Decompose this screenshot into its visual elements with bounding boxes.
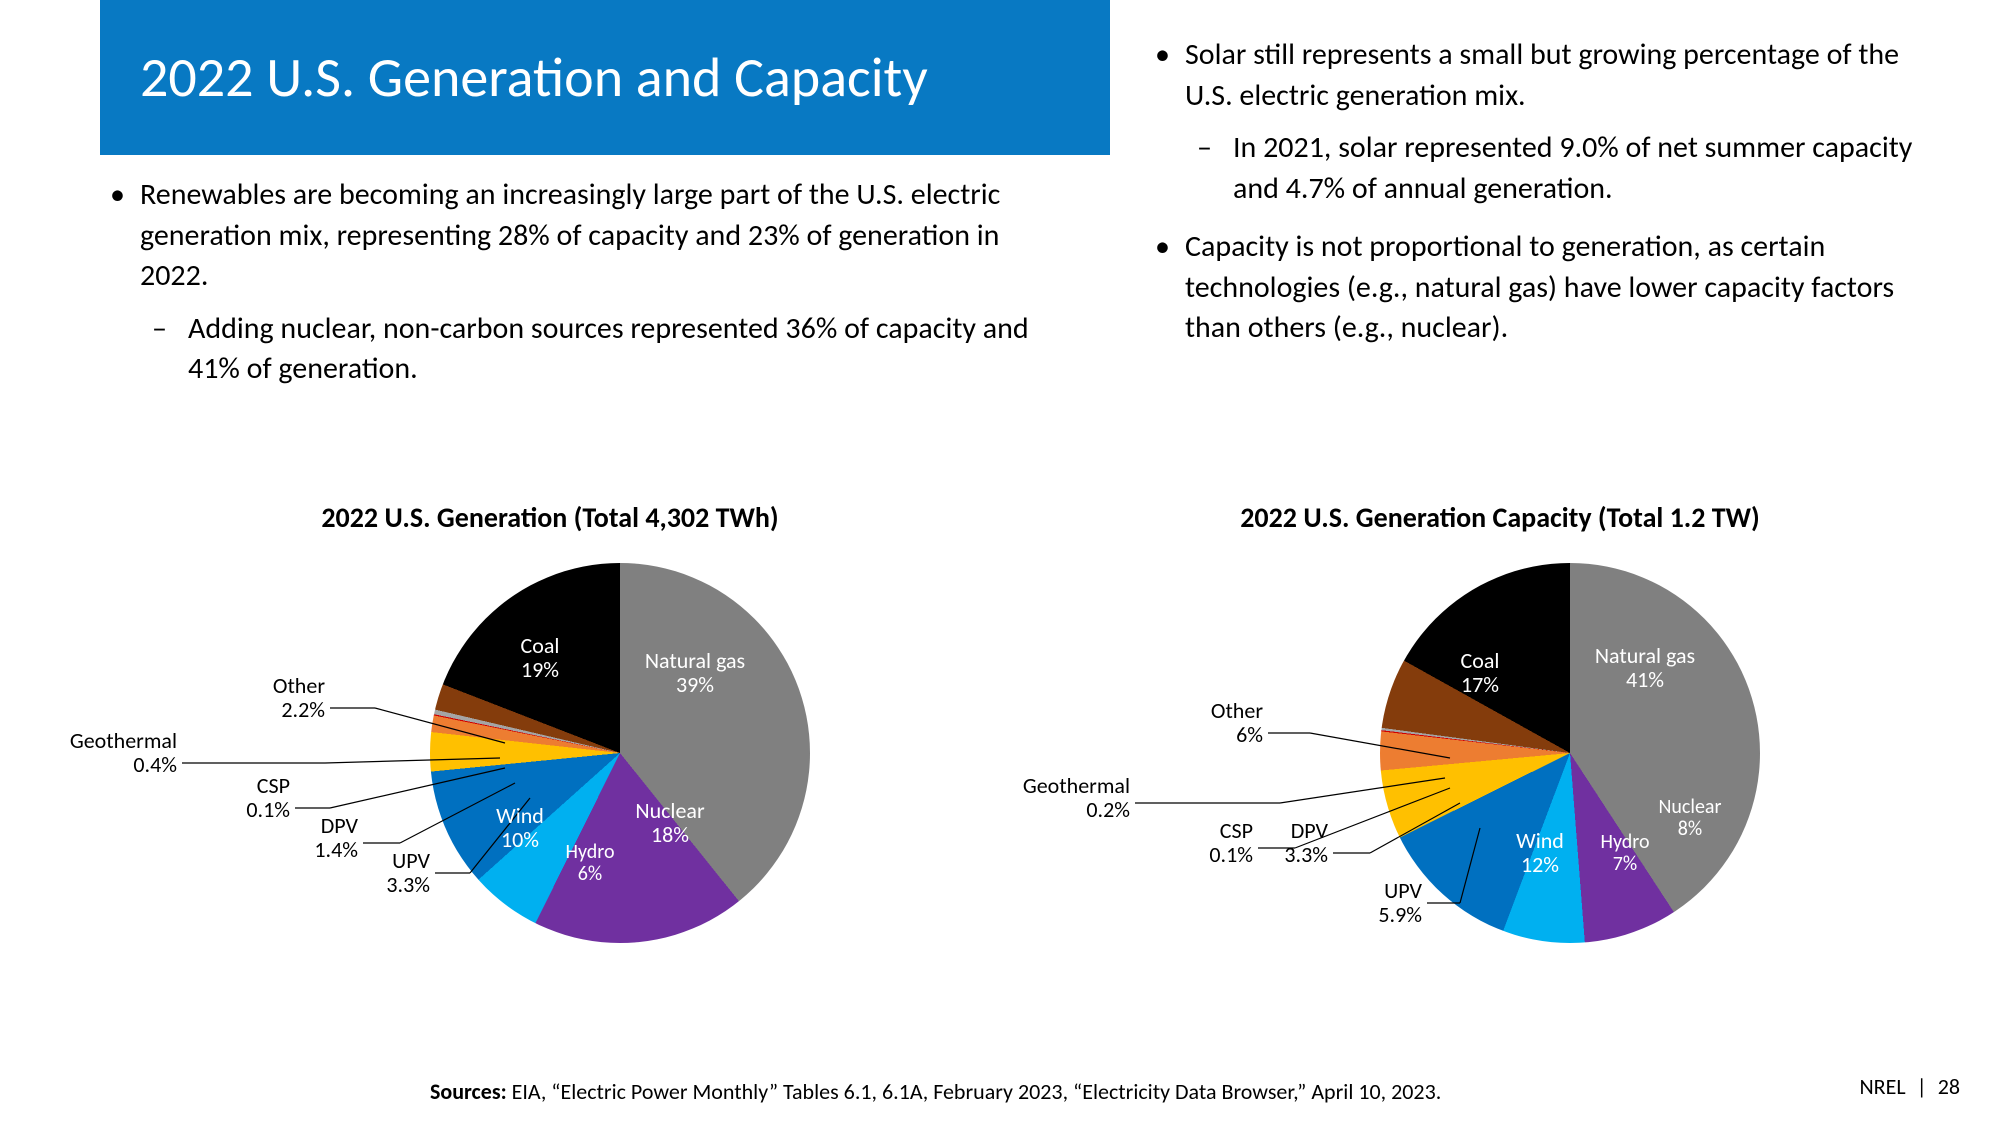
capacity-chart: 2022 U.S. Generation Capacity (Total 1.2… xyxy=(1080,500,1920,1003)
ext-label-upv: UPV5.9% xyxy=(1378,879,1422,927)
slice-label-coal: Coal17% xyxy=(1461,649,1500,697)
slide-title: 2022 U.S. Generation and Capacity xyxy=(140,44,928,112)
capacity-chart-title: 2022 U.S. Generation Capacity (Total 1.2… xyxy=(1080,500,1920,535)
gen-area-pie xyxy=(430,563,810,943)
subbullet-nuclear: Adding nuclear, non-carbon sources repre… xyxy=(140,309,1040,390)
slice-label-nuclear: Nuclear18% xyxy=(635,799,704,847)
ext-label-upv: UPV3.3% xyxy=(386,849,430,897)
footer-page-number: 28 xyxy=(1938,1073,1960,1100)
ext-label-other: Other6% xyxy=(1211,699,1263,747)
bullet-capacity: Capacity is not proportional to generati… xyxy=(1145,227,1915,349)
generation-chart-title: 2022 U.S. Generation (Total 4,302 TWh) xyxy=(100,500,1000,535)
sources-line: Sources: EIA, “Electric Power Monthly” T… xyxy=(430,1078,1441,1105)
slice-label-nuclear: Nuclear8% xyxy=(1659,796,1722,840)
ext-label-dpv: DPV3.3% xyxy=(1284,819,1328,867)
bullet-solar: Solar still represents a small but growi… xyxy=(1145,35,1915,209)
right-bullets: Solar still represents a small but growi… xyxy=(1145,35,1915,367)
footer-separator: | xyxy=(1917,1073,1927,1100)
slice-label-natural-gas: Natural gas41% xyxy=(1595,644,1695,692)
ext-label-csp: CSP0.1% xyxy=(1209,819,1253,867)
left-bullets: Renewables are becoming an increasingly … xyxy=(100,175,1040,408)
bullet-solar-text: Solar still represents a small but growi… xyxy=(1185,36,1899,114)
slice-label-wind: Wind12% xyxy=(1516,829,1564,877)
generation-chart: 2022 U.S. Generation (Total 4,302 TWh) N… xyxy=(100,500,1000,1003)
slice-label-coal: Coal19% xyxy=(521,634,560,682)
slice-label-wind: Wind10% xyxy=(496,804,544,852)
cap-area-pie xyxy=(1380,563,1760,943)
sources-label: Sources: xyxy=(430,1078,507,1105)
slice-label-hydro: Hydro6% xyxy=(566,841,615,885)
bullet-renewables-text: Renewables are becoming an increasingly … xyxy=(140,176,1000,294)
footer-org: NREL xyxy=(1859,1073,1905,1100)
ext-label-other: Other2.2% xyxy=(273,674,325,722)
bullet-renewables: Renewables are becoming an increasingly … xyxy=(100,175,1040,390)
ext-label-csp: CSP0.1% xyxy=(246,774,290,822)
ext-label-geothermal: Geothermal0.4% xyxy=(70,729,177,777)
footer: NREL | 28 xyxy=(1859,1073,1960,1100)
slice-label-hydro: Hydro7% xyxy=(1601,831,1650,875)
slice-label-natural-gas: Natural gas39% xyxy=(645,649,745,697)
ext-label-geothermal: Geothermal0.2% xyxy=(1023,774,1130,822)
title-bar: 2022 U.S. Generation and Capacity xyxy=(100,0,1110,155)
subbullet-solar-2021: In 2021, solar represented 9.0% of net s… xyxy=(1185,128,1915,209)
ext-label-dpv: DPV1.4% xyxy=(314,814,358,862)
sources-text: EIA, “Electric Power Monthly” Tables 6.1… xyxy=(507,1078,1442,1105)
